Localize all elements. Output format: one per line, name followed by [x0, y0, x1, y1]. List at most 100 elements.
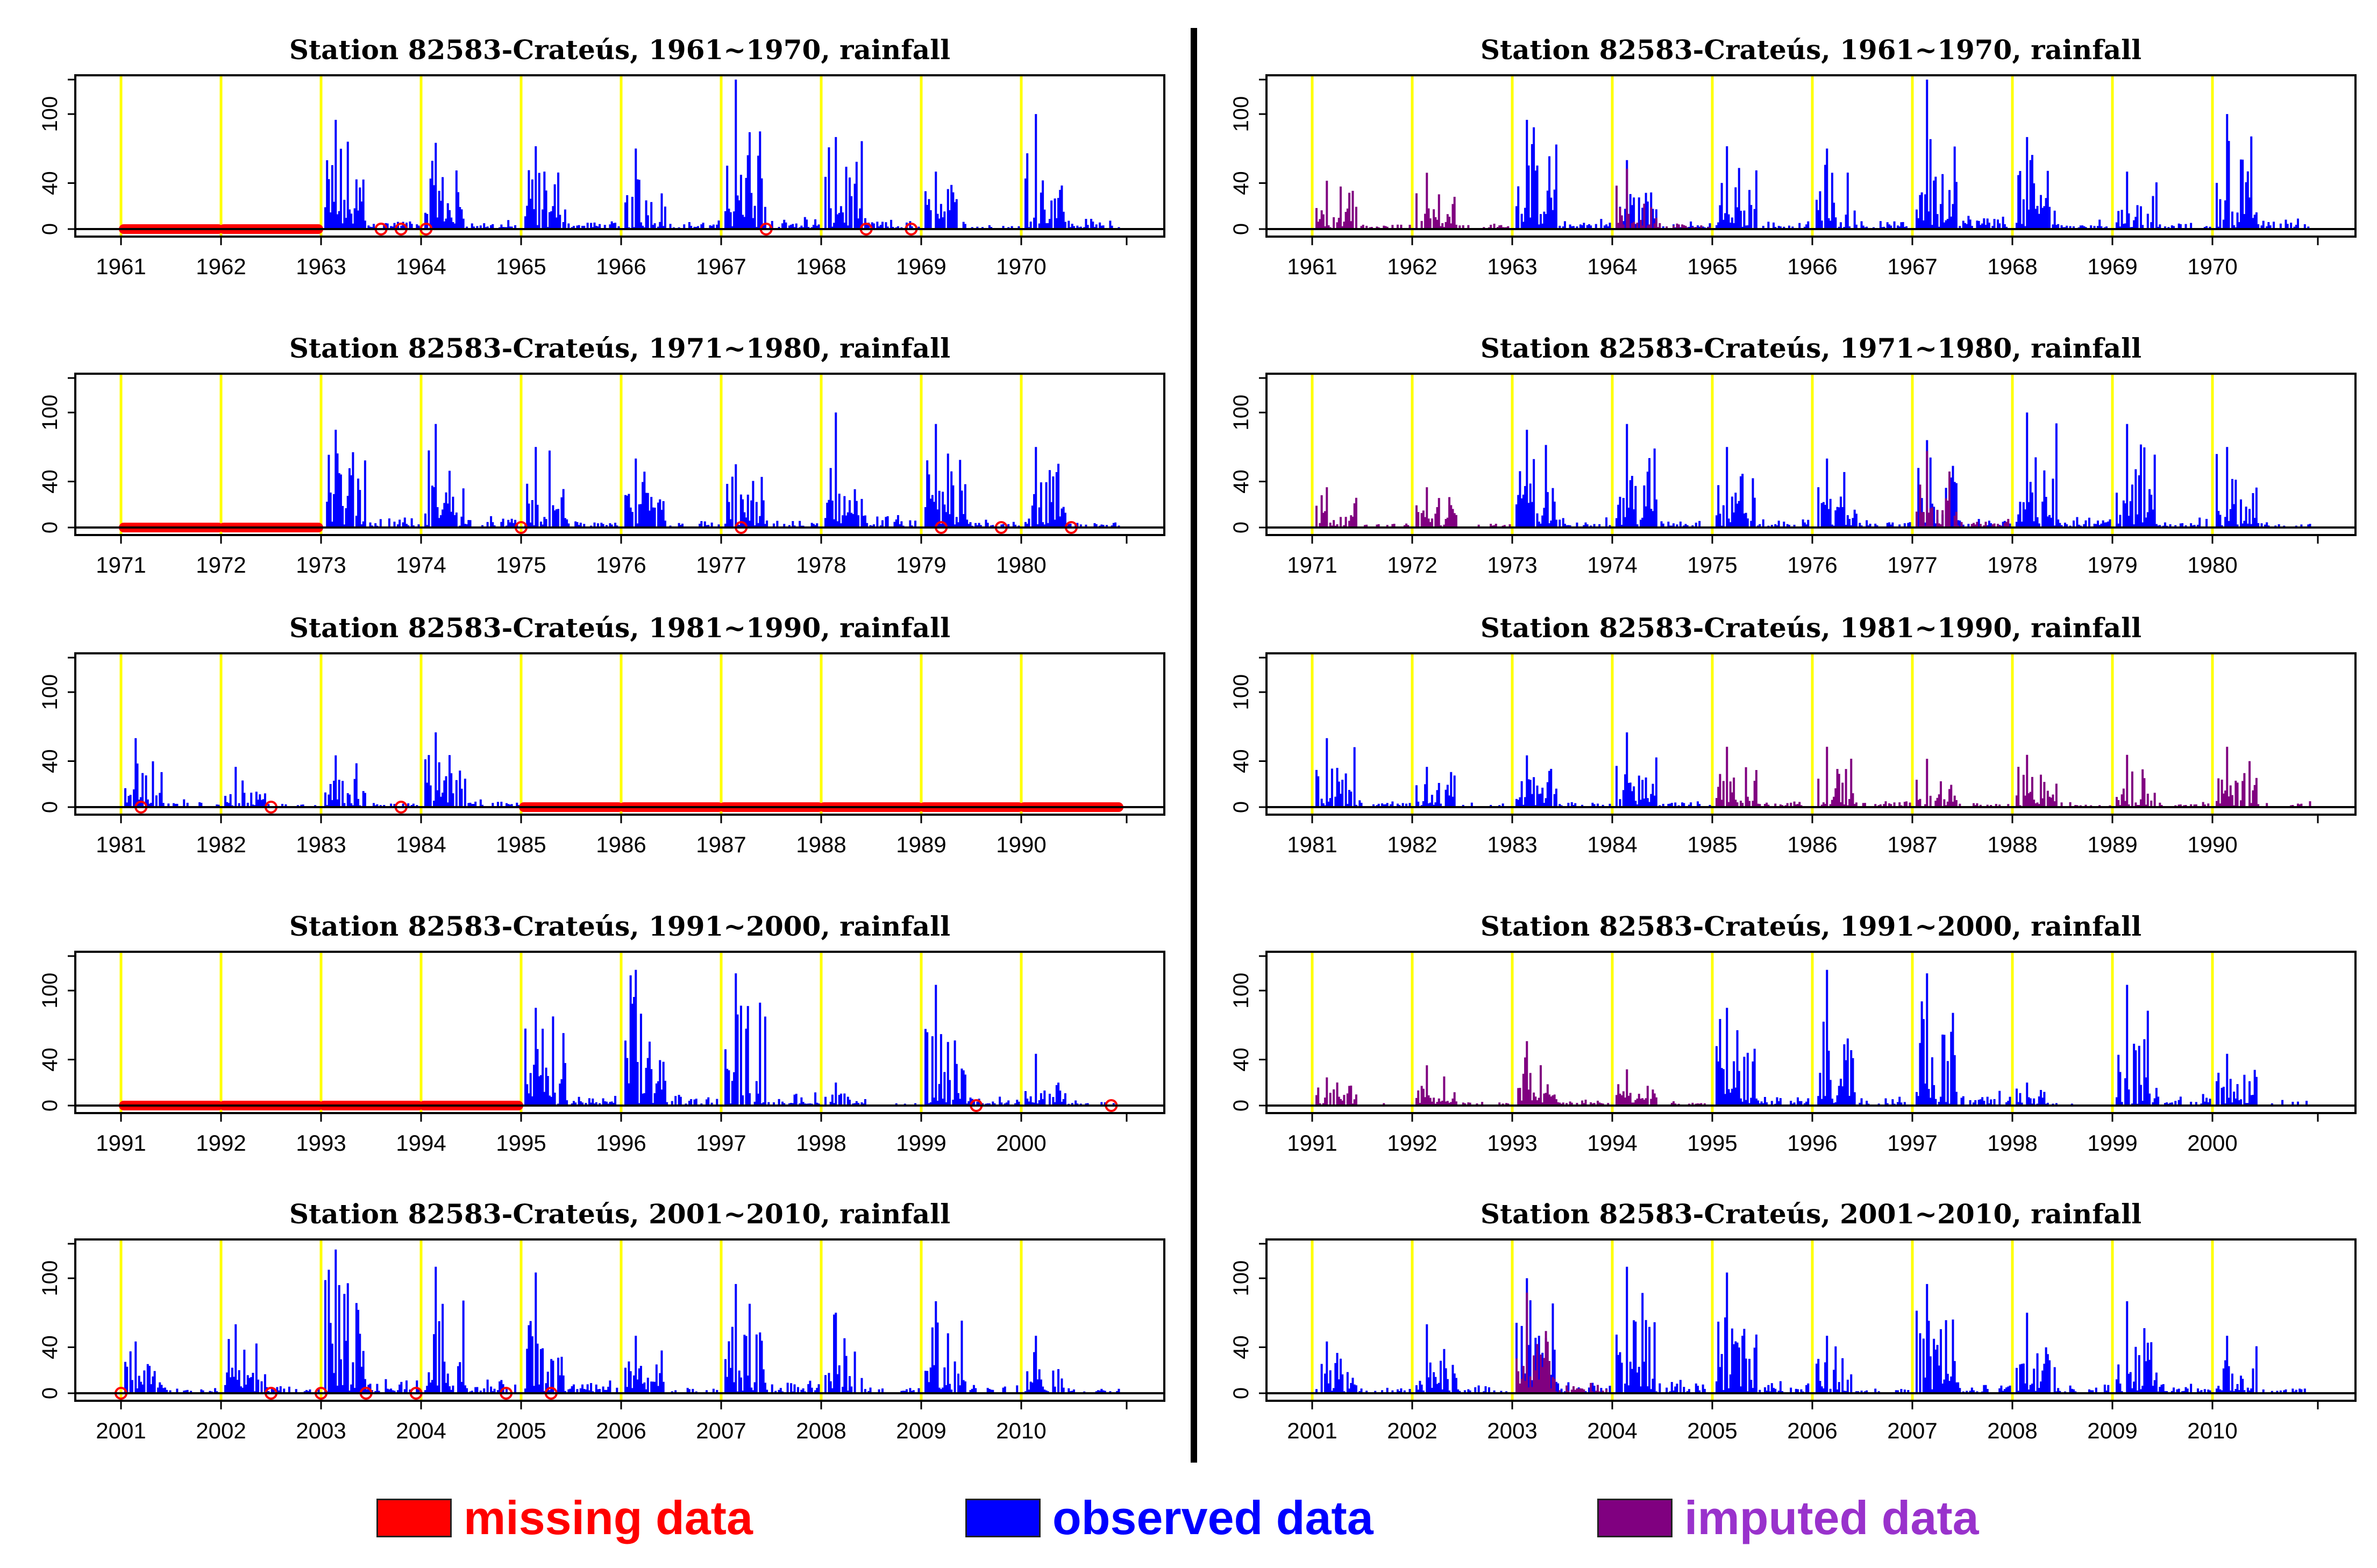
x-tick-label: 2003: [296, 1418, 346, 1443]
panel-title: Station 82583-Crateús, 1971~1980, rainfa…: [289, 332, 950, 364]
x-tick-label: 1991: [96, 1130, 146, 1156]
x-tick-label: 1982: [196, 832, 246, 857]
x-tick-label: 1986: [1787, 832, 1837, 857]
plot-frame: [74, 373, 1165, 536]
plot-frame: [1265, 951, 2357, 1114]
x-tick-label: 1971: [96, 552, 146, 578]
x-tick-label: 1979: [2087, 552, 2137, 578]
legend-item-observed: observed data: [965, 1494, 1373, 1542]
x-tick-label: 1970: [996, 254, 1046, 279]
y-tick-label: 100: [38, 395, 62, 431]
y-tick-label: 100: [1229, 1260, 1253, 1296]
y-tick-label: 40: [1229, 1047, 1253, 1072]
y-tick-label: 100: [38, 1260, 62, 1296]
y-tick-label: 100: [1229, 395, 1253, 431]
x-tick-label: 1995: [1687, 1130, 1737, 1156]
y-tick-label: 100: [1229, 674, 1253, 710]
x-tick-label: 1972: [196, 552, 246, 578]
y-tick-label: 40: [38, 469, 62, 494]
x-tick-label: 1994: [396, 1130, 446, 1156]
y-tick-label: 100: [1229, 96, 1253, 132]
x-tick-label: 2002: [1387, 1418, 1437, 1443]
y-tick-label: 100: [38, 973, 62, 1009]
x-tick-label: 1979: [896, 552, 946, 578]
x-tick-label: 2007: [696, 1418, 746, 1443]
plot-frame: [74, 74, 1165, 238]
x-tick-label: 1961: [1287, 254, 1337, 279]
x-tick-label: 1992: [196, 1130, 246, 1156]
legend-label-missing: missing data: [464, 1491, 753, 1544]
y-tick-label: 100: [38, 96, 62, 132]
plot-frame: [1265, 1238, 2357, 1402]
x-tick-label: 1984: [396, 832, 446, 857]
x-tick-label: 1988: [1987, 832, 2037, 857]
x-tick-label: 1998: [796, 1130, 846, 1156]
x-tick-label: 1983: [296, 832, 346, 857]
chart-panel: Station 82583-Crateús, 1991~2000, rainfa…: [38, 910, 1165, 1156]
x-tick-label: 1986: [596, 832, 646, 857]
x-tick-label: 2004: [1587, 1418, 1637, 1443]
x-tick-label: 1969: [2087, 254, 2137, 279]
chart-panel: Station 82583-Crateús, 1961~1970, rainfa…: [38, 34, 1165, 279]
y-tick-label: 40: [38, 749, 62, 773]
x-tick-label: 1964: [396, 254, 446, 279]
x-tick-label: 1987: [1887, 832, 1937, 857]
x-tick-label: 2002: [196, 1418, 246, 1443]
legend-label-observed: observed data: [1052, 1491, 1373, 1544]
legend-swatch-observed: [965, 1499, 1041, 1537]
x-tick-label: 2010: [2187, 1418, 2237, 1443]
legend-swatch-imputed: [1597, 1499, 1673, 1537]
x-tick-label: 1990: [2187, 832, 2237, 857]
y-tick-label: 0: [1229, 1387, 1253, 1399]
x-tick-label: 1969: [896, 254, 946, 279]
x-tick-label: 1976: [1787, 552, 1837, 578]
chart-panel: Station 82583-Crateús, 2001~2010, rainfa…: [1229, 1198, 2357, 1443]
x-tick-label: 1976: [596, 552, 646, 578]
y-tick-label: 0: [38, 801, 62, 813]
x-tick-label: 1977: [1887, 552, 1937, 578]
legend-item-missing: missing data: [376, 1494, 753, 1542]
plot-frame: [1265, 74, 2357, 238]
x-tick-label: 1970: [2187, 254, 2237, 279]
x-tick-label: 1997: [1887, 1130, 1937, 1156]
x-tick-label: 1974: [1587, 552, 1637, 578]
x-tick-label: 2000: [996, 1130, 1046, 1156]
x-tick-label: 2006: [1787, 1418, 1837, 1443]
chart-panel: Station 82583-Crateús, 1971~1980, rainfa…: [38, 332, 1165, 578]
x-tick-label: 1967: [696, 254, 746, 279]
x-tick-label: 1968: [1987, 254, 2037, 279]
x-tick-label: 1989: [896, 832, 946, 857]
panel-title: Station 82583-Crateús, 1981~1990, rainfa…: [289, 612, 950, 644]
panel-title: Station 82583-Crateús, 1961~1970, rainfa…: [289, 34, 950, 66]
x-tick-label: 1985: [496, 832, 546, 857]
x-tick-label: 1962: [1387, 254, 1437, 279]
panel-title: Station 82583-Crateús, 2001~2010, rainfa…: [289, 1198, 950, 1230]
x-tick-label: 1965: [496, 254, 546, 279]
y-tick-label: 0: [1229, 801, 1253, 813]
panel-title: Station 82583-Crateús, 1991~2000, rainfa…: [289, 910, 950, 942]
y-tick-label: 40: [38, 171, 62, 195]
y-tick-label: 0: [38, 223, 62, 235]
x-tick-label: 2006: [596, 1418, 646, 1443]
y-tick-label: 0: [38, 522, 62, 533]
x-tick-label: 1961: [96, 254, 146, 279]
y-tick-label: 0: [38, 1100, 62, 1111]
y-tick-label: 0: [1229, 223, 1253, 235]
x-tick-label: 1996: [596, 1130, 646, 1156]
x-tick-label: 1994: [1587, 1130, 1637, 1156]
x-tick-label: 1981: [96, 832, 146, 857]
x-tick-label: 2007: [1887, 1418, 1937, 1443]
x-tick-label: 2009: [2087, 1418, 2137, 1443]
chart-panel: Station 82583-Crateús, 1991~2000, rainfa…: [1229, 910, 2357, 1156]
x-tick-label: 2001: [96, 1418, 146, 1443]
x-tick-label: 2001: [1287, 1418, 1337, 1443]
x-tick-label: 1978: [796, 552, 846, 578]
chart-panel: Station 82583-Crateús, 1981~1990, rainfa…: [38, 612, 1165, 857]
y-tick-label: 100: [38, 674, 62, 710]
y-tick-label: 0: [1229, 522, 1253, 533]
x-tick-label: 1978: [1987, 552, 2037, 578]
y-tick-label: 100: [1229, 973, 1253, 1009]
x-tick-label: 2008: [796, 1418, 846, 1443]
chart-panel: Station 82583-Crateús, 2001~2010, rainfa…: [38, 1198, 1165, 1443]
